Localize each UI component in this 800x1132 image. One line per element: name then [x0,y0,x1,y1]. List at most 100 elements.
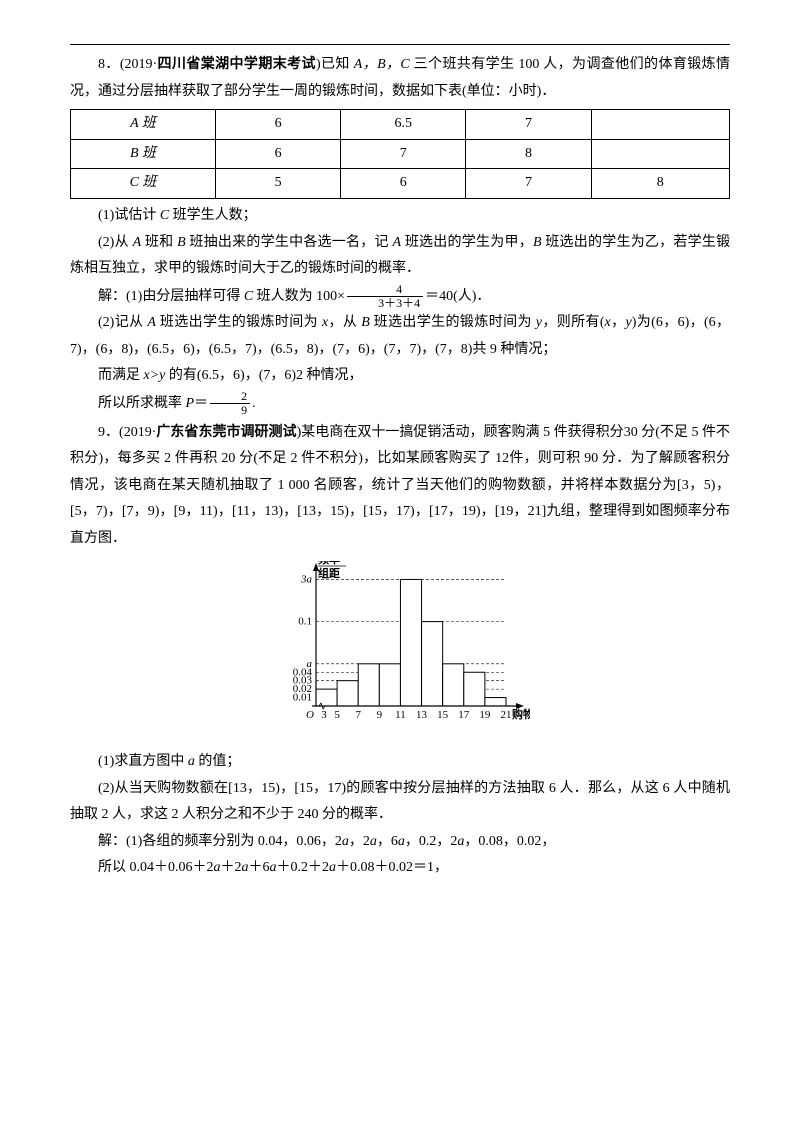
t: . [252,396,256,411]
q8-table: A 班 6 6.5 7 B 班 6 7 8 C 班 5 6 7 8 [70,109,730,199]
t: 从当天购物数额在[13，15)，[15，17)的顾客中按分层抽样的方法抽取 6 … [70,781,730,823]
t: ，0.2，2 [405,834,458,849]
fraction: 43＋3＋4 [347,283,423,310]
eq: ＝ [194,396,208,411]
sol-label: 解： [98,834,126,849]
C: C [160,208,169,223]
t: 班抽出来的学生中各选一名，记 [189,235,388,250]
q8-abc: A，B，C [354,57,410,72]
a1: a [342,834,349,849]
q9-src-pre: (2019· [119,425,156,440]
den: 3＋3＋4 [347,297,423,310]
q9-intro: 9．(2019·广东省东莞市调研测试)某电商在双十一搞促销活动，顾客购满 5 件… [70,418,730,553]
t: 班学生人数； [173,208,257,223]
sol-label: 解： [98,289,126,304]
svg-text:13: 13 [416,709,428,721]
svg-text:5: 5 [334,709,340,721]
cell: 7 [466,169,591,199]
t: ，2 [349,834,370,849]
q8-sol2: (2)记从 A 班选出学生的锻炼时间为 x，从 B 班选出学生的锻炼时间为 y，… [70,310,730,363]
svg-text:3a: 3a [300,573,313,585]
cell: A 班 [71,110,216,140]
cell: 5 [215,169,340,199]
svg-text:O: O [306,709,314,721]
A2: A [393,235,402,250]
q8-label: 8． [98,57,120,72]
lbl: (1) [98,754,114,769]
a6: a [242,860,249,875]
t: ，则所有( [542,315,605,330]
cell: 6 [341,169,466,199]
cell: B 班 [71,139,216,169]
t: ，0.08，0.02， [464,834,555,849]
cell: C 班 [71,169,216,199]
t: ＋2 [221,860,242,875]
q8-sub1: (1)试估计 C 班学生人数； [70,203,730,230]
q8-introa: 已知 [321,57,350,72]
top-rule [70,44,730,45]
cell: 7 [341,139,466,169]
t: 班选出的学生为甲， [405,235,533,250]
q9-source: 广东省东莞市调研测试 [156,423,296,439]
q8-sol3: 而满足 x>y 的有(6.5，6)，(7，6)2 种情况， [70,363,730,390]
a: a [188,754,195,769]
t: ，6 [377,834,398,849]
t: 的值； [198,754,240,769]
q8-sub2: (2)从 A 班和 B 班抽出来的学生中各选一名，记 A 班选出的学生为甲，B … [70,230,730,283]
a5: a [214,860,221,875]
t: ＋6 [249,860,270,875]
C2: C [244,289,253,304]
lbl: (1) [98,208,114,223]
t: 试估计 [114,208,156,223]
t: ＋0.08＋0.02＝1， [336,860,448,875]
q8-sol1: 解：(1)由分层抽样可得 C 班人数为 100×43＋3＋4＝40(人)． [70,283,730,311]
page: 8．(2019·四川省棠湖中学期末考试)已知 A，B，C 三个班共有学生 100… [0,0,800,912]
num: 2 [210,390,250,404]
q9-text: 某电商在双十一搞促销活动，顾客购满 5 件获得积分30 分(不足 5 件不积分)… [70,425,730,546]
svg-text:3: 3 [321,709,327,721]
t: 班和 [145,235,173,250]
q9-sub1: (1)求直方图中 a 的值； [70,749,730,776]
svg-text:7: 7 [355,709,361,721]
t: ，从 [328,315,357,330]
q9-sub2: (2)从当天购物数额在[13，15)，[15，17)的顾客中按分层抽样的方法抽取… [70,776,730,829]
svg-text:0.1: 0.1 [298,615,312,627]
fraction: 29 [210,390,250,417]
num: 4 [347,283,423,297]
table-row: C 班 5 6 7 8 [71,169,730,199]
histogram-svg: 3a0.1a0.040.030.020.01O3579111315171921频… [270,561,530,731]
a7: a [270,860,277,875]
cell: 6 [215,139,340,169]
lbl: (1) [126,834,142,849]
q8-intro: 8．(2019·四川省棠湖中学期末考试)已知 A，B，C 三个班共有学生 100… [70,50,730,105]
A3: A [147,315,156,330]
cell: 6.5 [341,110,466,140]
q8-sol4: 所以所求概率 P＝29. [70,390,730,418]
cell [591,139,729,169]
den: 9 [210,404,250,417]
x2: x [605,315,611,330]
table-row: B 班 6 7 8 [71,139,730,169]
t: 求直方图中 [114,754,184,769]
svg-text:9: 9 [377,709,383,721]
A: A [133,235,142,250]
t: 从 [114,235,128,250]
a8: a [329,860,336,875]
cell [591,110,729,140]
svg-text:购物数量: 购物数量 [512,707,530,721]
t: 的有(6.5，6)，(7，6)2 种情况， [169,368,363,383]
B: B [177,235,186,250]
B2: B [533,235,542,250]
svg-text:15: 15 [437,709,449,721]
svg-text:17: 17 [458,709,470,721]
svg-text:组距: 组距 [318,566,340,580]
table-row: A 班 6 6.5 7 [71,110,730,140]
svg-text:11: 11 [395,709,406,721]
t: 记从 [114,315,143,330]
P: P [186,396,195,411]
t: 班选出学生的锻炼时间为 [160,315,318,330]
lbl: (2) [98,315,114,330]
q8-src-pre: (2019· [120,57,157,72]
t: 班选出学生的锻炼时间为 [374,315,532,330]
lbl: (2) [98,781,114,796]
